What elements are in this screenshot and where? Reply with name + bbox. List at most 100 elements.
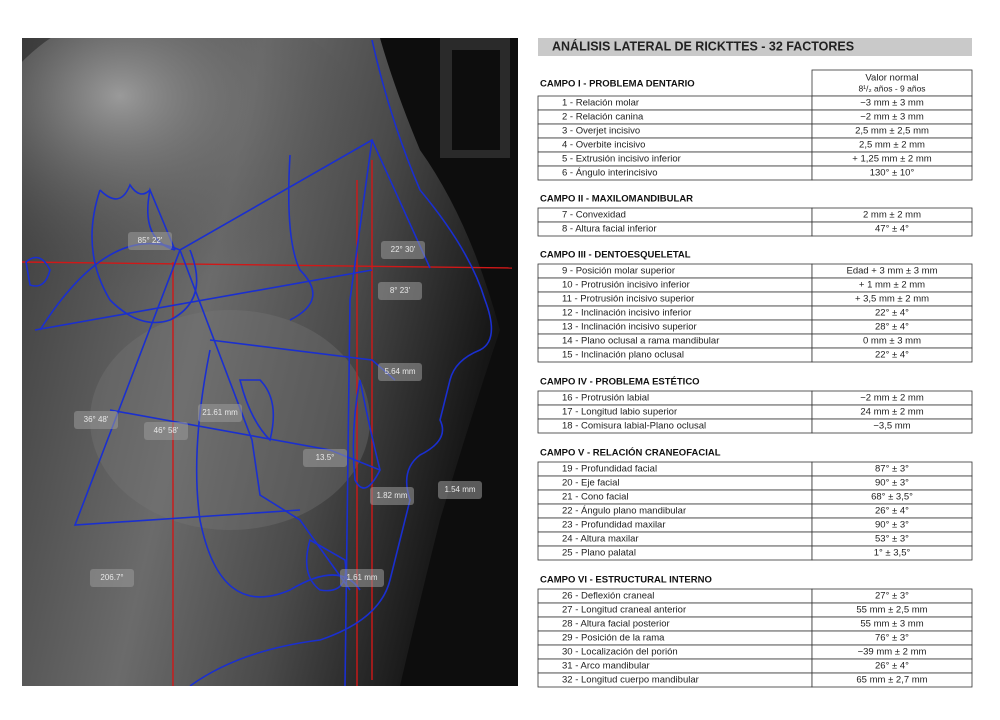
row-cell: [811, 672, 973, 688]
xray-image: [22, 38, 518, 686]
factor-value: −3 mm ± 3 mm: [860, 98, 924, 109]
factor-name: 28 - Altura facial posterior: [562, 619, 670, 630]
factor-value: 90° ± 3°: [875, 478, 909, 489]
measure-box: [128, 232, 172, 250]
factor-name: 19 - Profundidad facial: [562, 464, 657, 475]
measure-box: [340, 569, 384, 587]
factor-value: −2 mm ± 2 mm: [860, 393, 924, 404]
measure-label: 5.64 mm: [384, 367, 415, 376]
factor-value: −3,5 mm: [873, 421, 910, 432]
measure-label: 36° 48': [84, 415, 109, 424]
factor-name: 24 - Altura maxilar: [562, 534, 639, 545]
section-title: CAMPO I - PROBLEMA DENTARIO: [540, 79, 695, 90]
factor-value: 28° ± 4°: [875, 322, 909, 333]
header-title: Valor normal: [865, 73, 918, 84]
factor-value: 55 mm ± 2,5 mm: [856, 605, 927, 616]
row-cell: [811, 165, 973, 181]
table-title: ANÁLISIS LATERAL DE RICKTTES - 32 FACTOR…: [552, 38, 854, 53]
factor-name: 32 - Longitud cuerpo mandibular: [562, 675, 699, 686]
factor-name: 7 - Convexidad: [562, 210, 626, 221]
factor-name: 21 - Cono facial: [562, 492, 629, 503]
measure-box: [370, 487, 414, 505]
measure-label: 1.82 mm: [376, 491, 407, 500]
factor-name: 1 - Relación molar: [562, 98, 639, 109]
measure-label: 85° 22': [138, 236, 163, 245]
factor-name: 5 - Extrusión incisivo inferior: [562, 154, 681, 165]
measure-label: 46° 58': [154, 426, 179, 435]
factor-value: 22° ± 4°: [875, 308, 909, 319]
measure-label: 206.7°: [100, 573, 123, 582]
factor-value: 2 mm ± 2 mm: [863, 210, 921, 221]
factor-name: 10 - Protrusión incisivo inferior: [562, 280, 690, 291]
measure-box: [438, 481, 482, 499]
factor-value: −2 mm ± 3 mm: [860, 112, 924, 123]
measure-label: 22° 30': [391, 245, 416, 254]
factor-name: 11 - Protrusión incisivo superior: [562, 294, 694, 305]
row-cell: [811, 418, 973, 434]
measure-box: [303, 449, 347, 467]
factor-value: + 1 mm ± 2 mm: [859, 280, 925, 291]
factor-name: 31 - Arco mandibular: [562, 661, 650, 672]
factor-value: 22° ± 4°: [875, 350, 909, 361]
section-title: CAMPO IV - PROBLEMA ESTÉTICO: [540, 377, 700, 388]
factor-value: 47° ± 4°: [875, 224, 909, 235]
row-cell: [811, 545, 973, 561]
measure-box: [144, 422, 188, 440]
factor-value: 26° ± 4°: [875, 661, 909, 672]
factor-name: 15 - Inclinación plano oclusal: [562, 350, 684, 361]
section-title: CAMPO VI - ESTRUCTURAL INTERNO: [540, 575, 712, 586]
factor-value: 2,5 mm ± 2,5 mm: [855, 126, 929, 137]
factor-value: + 1,25 mm ± 2 mm: [852, 154, 931, 165]
xray-labels: 85° 22' 22° 30' 8° 23' 36° 48' 21.61 mm 46° 5…: [74, 232, 482, 587]
factor-name: 4 - Overbite incisivo: [562, 140, 645, 151]
factor-value: 2,5 mm ± 2 mm: [859, 140, 925, 151]
factor-value: 68° ± 3,5°: [871, 492, 913, 503]
factor-value: 53° ± 3°: [875, 534, 909, 545]
factor-name: 30 - Localización del porión: [562, 647, 678, 658]
factor-value: 87° ± 3°: [875, 464, 909, 475]
measure-label: 1.54 mm: [444, 485, 475, 494]
measure-box: [198, 404, 242, 422]
factor-name: 12 - Inclinación incisivo inferior: [562, 308, 691, 319]
factor-name: 20 - Eje facial: [562, 478, 620, 489]
factor-name: 22 - Ángulo plano mandibular: [562, 506, 686, 517]
factor-name: 8 - Altura facial inferior: [562, 224, 657, 235]
factor-value: 55 mm ± 3 mm: [860, 619, 923, 630]
factor-value: 130° ± 10°: [870, 168, 915, 179]
factor-name: 23 - Profundidad maxilar: [562, 520, 666, 531]
factor-value: 1° ± 3,5°: [874, 548, 911, 559]
measure-box: [378, 363, 422, 381]
title-bar: [538, 38, 972, 56]
factor-value: + 3,5 mm ± 2 mm: [855, 294, 929, 305]
factor-value: Edad + 3 mm ± 3 mm: [846, 266, 937, 277]
factor-value: 0 mm ± 3 mm: [863, 336, 921, 347]
factor-name: 25 - Plano palatal: [562, 548, 636, 559]
factors-table: ANÁLISIS LATERAL DE RICKTTES - 32 FACTOR…: [537, 38, 973, 688]
factor-name: 14 - Plano oclusal a rama mandibular: [562, 336, 719, 347]
factor-value: 90° ± 3°: [875, 520, 909, 531]
factor-name: 2 - Relación canina: [562, 112, 644, 123]
section-title: CAMPO III - DENTOESQUELETAL: [540, 250, 691, 261]
row-cell: [811, 347, 973, 363]
factor-value: 65 mm ± 2,7 mm: [856, 675, 927, 686]
factor-name: 29 - Posición de la rama: [562, 633, 665, 644]
row-cell: [811, 221, 973, 237]
factor-name: 17 - Longitud labio superior: [562, 407, 677, 418]
factor-name: 18 - Comisura labial-Plano oclusal: [562, 421, 706, 432]
factor-value: 76° ± 3°: [875, 633, 909, 644]
factor-name: 13 - Inclinación incisivo superior: [562, 322, 697, 333]
factor-value: 26° ± 4°: [875, 506, 909, 517]
measure-box: [378, 282, 422, 300]
factor-name: 26 - Deflexión craneal: [562, 591, 654, 602]
factor-name: 6 - Ángulo interincisivo: [562, 168, 658, 179]
measure-box: [74, 411, 118, 429]
section-title: CAMPO V - RELACIÓN CRANEOFACIAL: [540, 447, 721, 459]
factor-name: 3 - Overjet incisivo: [562, 126, 640, 137]
measure-label: 21.61 mm: [202, 408, 238, 417]
header-age: 8¹/₂ años - 9 años: [858, 83, 925, 93]
measure-label: 1.61 mm: [346, 573, 377, 582]
factor-name: 9 - Posición molar superior: [562, 266, 675, 277]
factor-name: 16 - Protrusión labial: [562, 393, 649, 404]
